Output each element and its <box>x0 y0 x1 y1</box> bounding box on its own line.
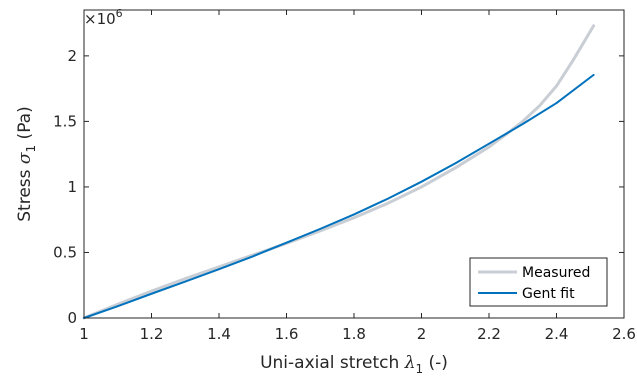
series-line-gent-fit <box>83 73 595 319</box>
x-tick-label: 2.6 <box>612 325 636 343</box>
x-axis-title: Uni-axial stretch λ1 (-) <box>260 353 448 376</box>
y-tick-label: 1.5 <box>53 112 77 130</box>
y-axis-title-suffix: (Pa) <box>15 106 35 145</box>
x-tick-label: 1.4 <box>207 325 231 343</box>
y-multiplier-exp: 6 <box>116 7 123 20</box>
x-axis-title-subscript: 1 <box>415 362 423 376</box>
x-axis-title-symbol: λ <box>404 353 416 373</box>
x-tick-label: 1.2 <box>140 325 164 343</box>
x-axis-title-prefix: Uni-axial stretch <box>260 353 405 373</box>
y-tick-label: 0.5 <box>53 243 77 261</box>
legend-label-measured: Measured <box>522 265 590 281</box>
y-multiplier-base: ×10 <box>84 10 116 28</box>
legend-label-gent-fit: Gent fit <box>522 286 575 302</box>
legend: Measured Gent fit <box>469 257 608 307</box>
x-tick-label: 1 <box>79 325 89 343</box>
x-tick-label: 2 <box>417 325 427 343</box>
y-tick-label: 2 <box>67 47 77 65</box>
x-tick-label: 1.8 <box>342 325 366 343</box>
series-layer <box>82 24 596 320</box>
y-axis-title-subscript: 1 <box>24 145 38 153</box>
legend-box <box>469 257 608 307</box>
x-axis-title-suffix: (-) <box>423 353 448 373</box>
series-line-measured <box>82 24 596 320</box>
x-tick-label: 2.2 <box>477 325 501 343</box>
y-axis-title-symbol: σ <box>15 152 35 164</box>
x-tick-label: 2.4 <box>545 325 569 343</box>
y-axis-multiplier: ×106 <box>84 7 123 28</box>
x-tick-label: 1.6 <box>275 325 299 343</box>
y-tick-label: 1 <box>67 178 77 196</box>
y-axis-title-prefix: Stress <box>15 164 35 222</box>
y-axis-title: Stress σ1 (Pa) <box>15 106 38 221</box>
ticks-layer: 1 1.2 1.4 1.6 1.8 2 2.2 2.4 2.6 0 0.5 1 1.5 2 <box>53 10 636 343</box>
y-tick-label: 0 <box>67 309 77 327</box>
